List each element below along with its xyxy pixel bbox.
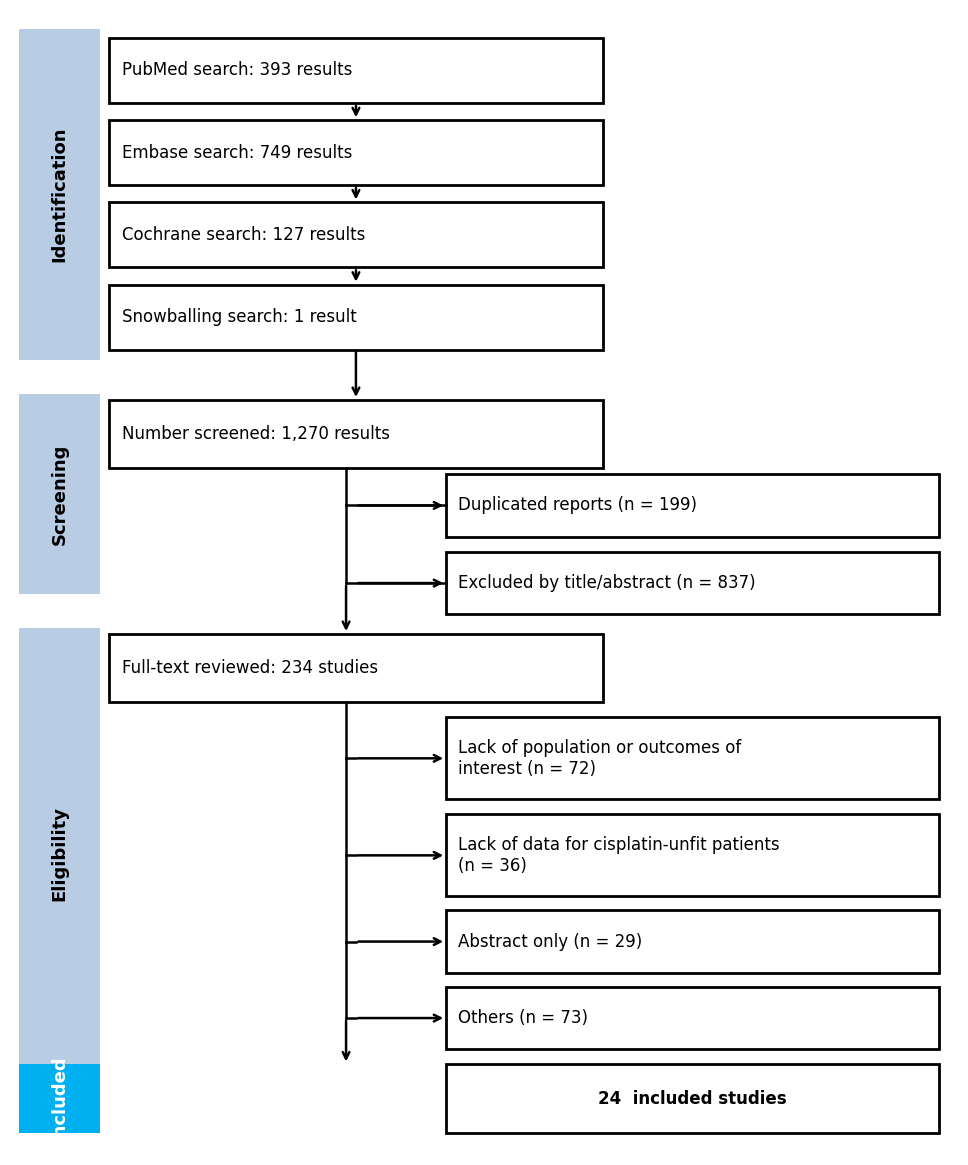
Text: Identification: Identification <box>50 127 69 262</box>
Text: Screening: Screening <box>50 444 69 545</box>
Text: Abstract only (n = 29): Abstract only (n = 29) <box>459 932 643 951</box>
Text: Cochrane search: 127 results: Cochrane search: 127 results <box>122 226 365 243</box>
Bar <box>19 1065 100 1132</box>
Bar <box>446 718 939 799</box>
Text: Included: Included <box>50 1055 69 1142</box>
Text: Lack of population or outcomes of
interest (n = 72): Lack of population or outcomes of intere… <box>459 739 741 778</box>
Text: Excluded by title/abstract (n = 837): Excluded by title/abstract (n = 837) <box>459 574 756 592</box>
Bar <box>109 38 602 103</box>
Text: PubMed search: 393 results: PubMed search: 393 results <box>122 62 352 79</box>
Bar <box>446 987 939 1050</box>
Bar <box>19 628 100 1079</box>
Bar <box>446 814 939 897</box>
Text: Number screened: 1,270 results: Number screened: 1,270 results <box>122 425 389 443</box>
Bar <box>19 394 100 594</box>
Text: Others (n = 73): Others (n = 73) <box>459 1009 589 1028</box>
Bar <box>109 284 602 350</box>
Bar <box>446 910 939 973</box>
Bar <box>19 29 100 360</box>
Bar <box>109 634 602 702</box>
Text: Embase search: 749 results: Embase search: 749 results <box>122 143 352 162</box>
Bar <box>109 120 602 185</box>
Text: Lack of data for cisplatin-unfit patients
(n = 36): Lack of data for cisplatin-unfit patient… <box>459 836 780 875</box>
Bar <box>446 474 939 537</box>
Text: Eligibility: Eligibility <box>50 806 69 902</box>
Text: Snowballing search: 1 result: Snowballing search: 1 result <box>122 308 356 326</box>
Text: Duplicated reports (n = 199): Duplicated reports (n = 199) <box>459 496 697 515</box>
Text: 24  included studies: 24 included studies <box>598 1089 787 1108</box>
Text: Full-text reviewed: 234 studies: Full-text reviewed: 234 studies <box>122 659 378 677</box>
Bar <box>109 400 602 468</box>
Bar <box>446 1065 939 1132</box>
Bar <box>446 552 939 614</box>
Bar <box>109 203 602 268</box>
